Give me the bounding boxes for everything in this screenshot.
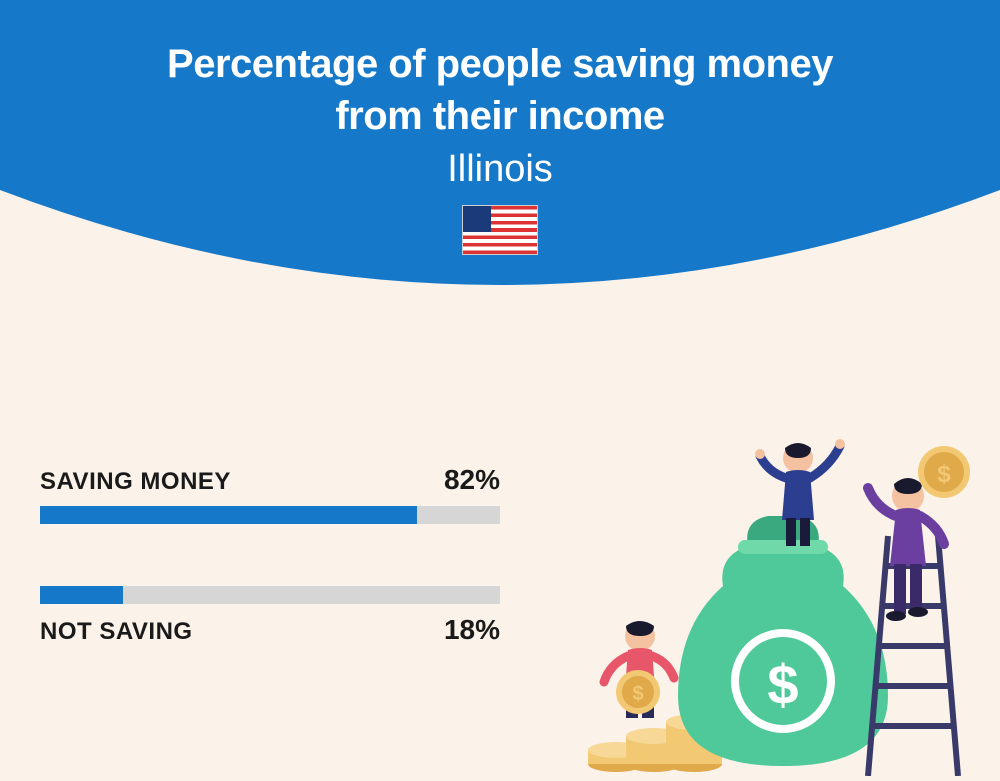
bar-notsaving-value: 18% <box>444 614 500 646</box>
subtitle: Illinois <box>0 148 1000 191</box>
bar-notsaving: NOT SAVING 18% <box>40 586 500 646</box>
page-title: Percentage of people saving money from t… <box>0 38 1000 142</box>
bar-saving-track <box>40 506 500 524</box>
bar-saving-value: 82% <box>444 464 500 496</box>
svg-text:$: $ <box>632 683 643 705</box>
svg-text:$: $ <box>767 653 798 716</box>
bar-saving-label: SAVING MONEY <box>40 468 231 496</box>
bar-notsaving-track <box>40 586 500 604</box>
us-flag-icon <box>462 205 538 255</box>
bars-section: SAVING MONEY 82% NOT SAVING 18% <box>40 464 500 708</box>
bar-notsaving-label: NOT SAVING <box>40 618 193 646</box>
svg-text:$: $ <box>937 461 951 488</box>
title-line2: from their income <box>335 94 664 138</box>
bar-saving: SAVING MONEY 82% <box>40 464 500 524</box>
bar-notsaving-fill <box>40 586 123 604</box>
bar-saving-fill <box>40 506 417 524</box>
title-line1: Percentage of people saving money <box>167 42 833 86</box>
header-content: Percentage of people saving money from t… <box>0 38 1000 260</box>
savings-illustration: $ $ <box>568 436 988 776</box>
